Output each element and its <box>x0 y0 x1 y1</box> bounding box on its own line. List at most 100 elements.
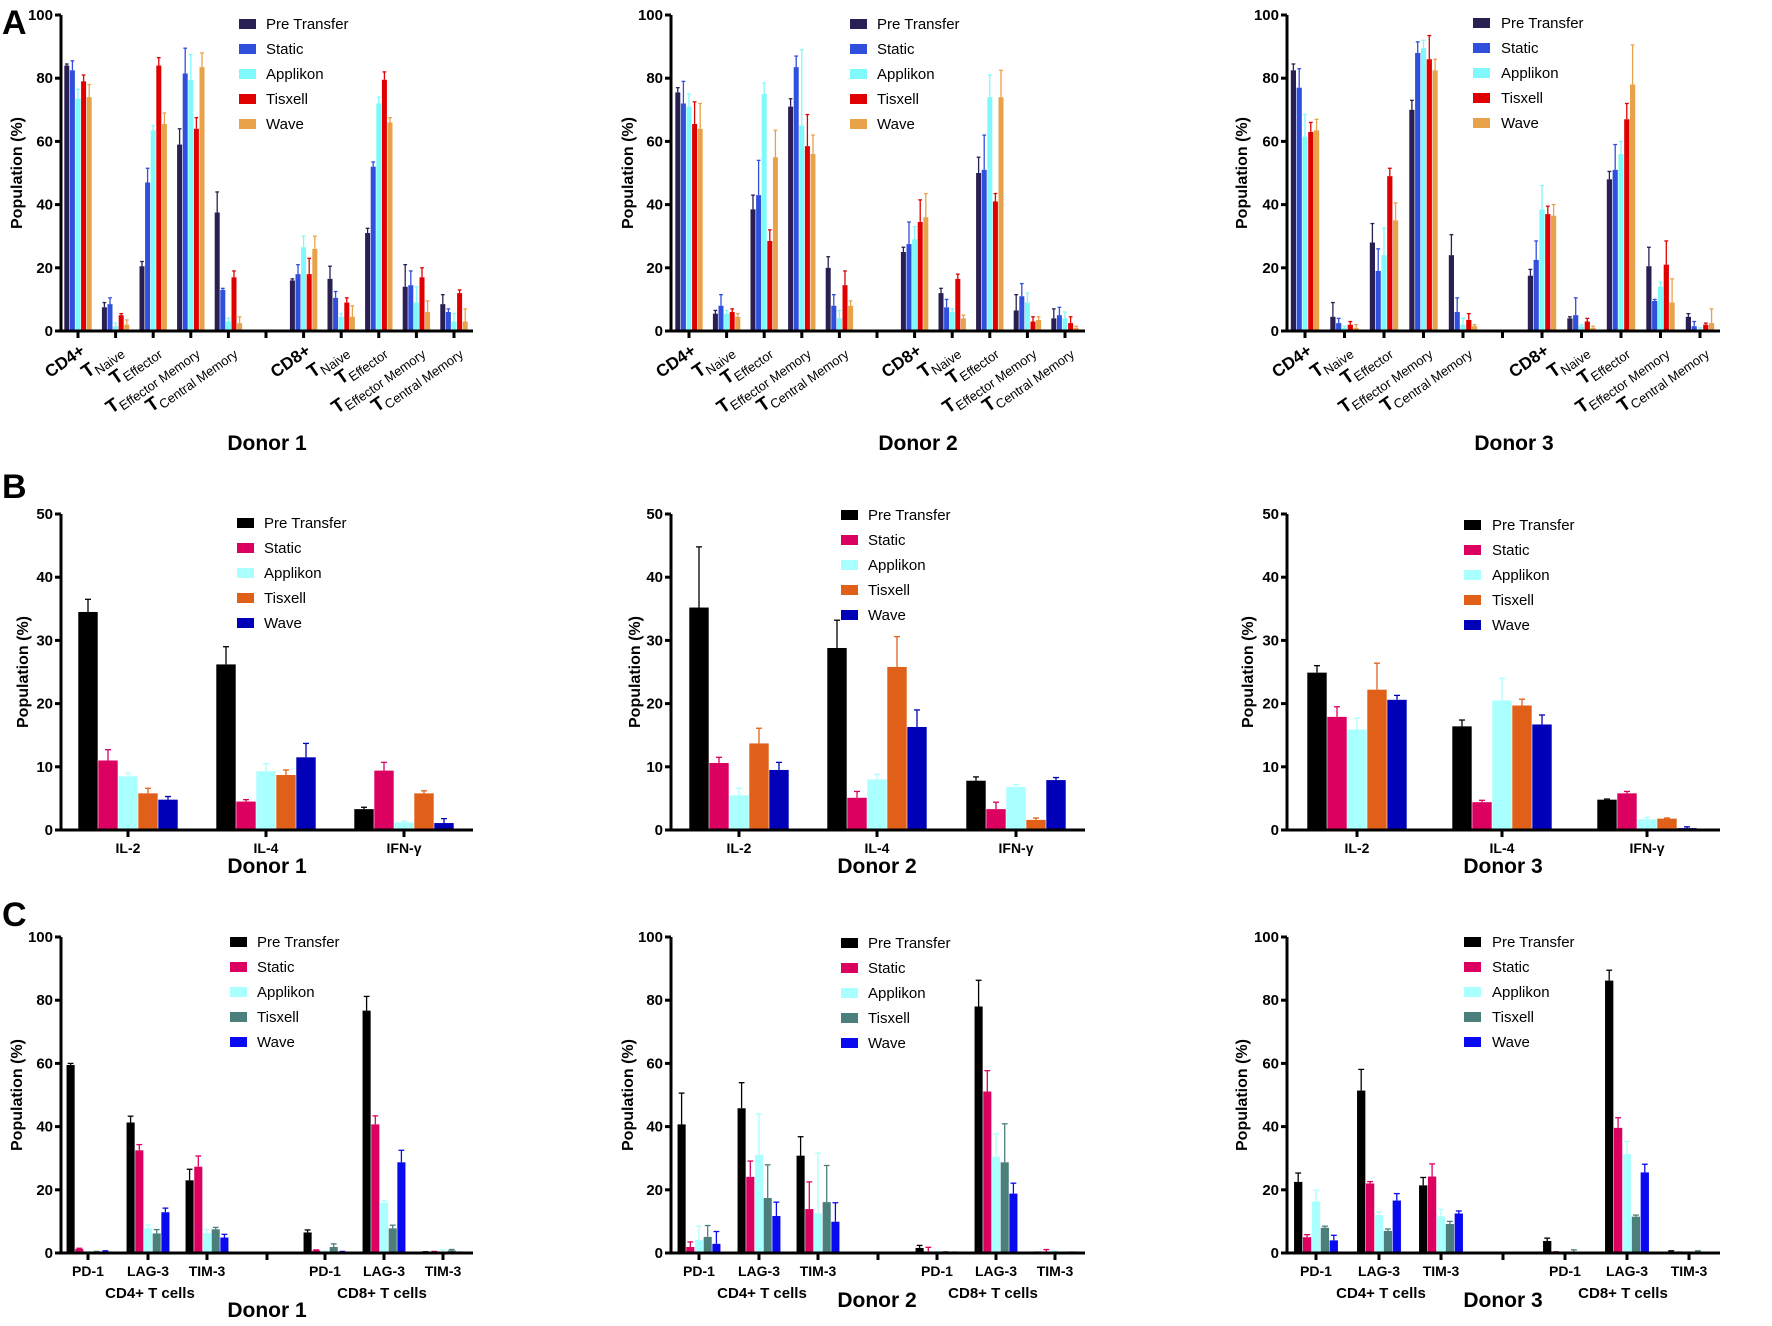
bar <box>1606 179 1612 331</box>
group-label: CD4+ T cells <box>1336 1285 1426 1302</box>
bar <box>955 278 961 331</box>
legend-label: Pre Transfer <box>1492 517 1575 534</box>
bar <box>177 144 183 331</box>
bar <box>1068 323 1074 331</box>
x-tick-label: PD-1 <box>1300 1263 1332 1279</box>
bar <box>69 70 75 332</box>
bar <box>1460 324 1466 331</box>
bar <box>799 125 805 331</box>
bar <box>692 124 698 332</box>
bar <box>737 1108 746 1253</box>
legend-label: Applikon <box>1492 567 1550 584</box>
x-tick-label: IFN-γ <box>1630 840 1665 856</box>
bar <box>915 1247 924 1253</box>
legend: Pre Transfer Static Applikon Tisxell Wave <box>239 16 349 133</box>
bar <box>152 1233 161 1253</box>
legend-swatch <box>1464 595 1481 605</box>
bar <box>694 1240 704 1253</box>
x-tick-label: TIM-3 <box>425 1263 462 1279</box>
bar <box>118 776 138 830</box>
bar <box>193 128 199 331</box>
y-tick-label: 40 <box>646 569 663 586</box>
legend-swatch <box>239 44 256 54</box>
bar <box>712 313 718 331</box>
legend-label: Pre Transfer <box>257 934 340 951</box>
bar <box>1652 300 1658 331</box>
x-tick-label: CD8+ <box>267 341 314 382</box>
legend-label: Wave <box>266 116 304 133</box>
bar <box>761 94 767 331</box>
x-label-main: CD4+ <box>1268 341 1315 382</box>
bar <box>126 1122 135 1253</box>
bar <box>796 1155 805 1253</box>
bar <box>1026 819 1046 830</box>
x-tick-label: PD-1 <box>1549 1263 1581 1279</box>
bar <box>1613 1127 1623 1253</box>
y-tick-label: 80 <box>36 992 53 1009</box>
y-axis-label: Population (%) <box>627 616 644 728</box>
bar <box>686 1246 695 1253</box>
bar <box>848 305 854 331</box>
legend-swatch <box>1464 962 1481 972</box>
legend-swatch <box>1464 620 1481 630</box>
chart-title: Donor 2 <box>878 432 957 455</box>
bar <box>371 1124 380 1253</box>
bar <box>1330 316 1336 331</box>
bar <box>842 285 848 331</box>
y-tick-label: 80 <box>646 992 663 1009</box>
bar <box>1019 296 1025 331</box>
y-tick-label: 100 <box>638 7 663 24</box>
bar <box>408 285 414 331</box>
x-tick-label: PD-1 <box>72 1263 104 1279</box>
legend-label: Wave <box>1492 1034 1530 1051</box>
bar <box>1630 84 1636 332</box>
bar <box>749 743 769 830</box>
y-tick-label: 80 <box>1262 70 1279 87</box>
bar <box>686 106 692 331</box>
bar <box>1311 1201 1321 1253</box>
chart-b-donor-1: 0 10 20 30 40 50 Population (%) IL-2 IL-4 IFN-γ Do… <box>15 506 473 878</box>
legend-swatch <box>850 19 867 29</box>
x-tick-label: IL-4 <box>1490 840 1515 856</box>
bar <box>1669 302 1675 331</box>
bar <box>185 1180 194 1253</box>
bar <box>1663 264 1669 331</box>
bar <box>1374 1215 1384 1253</box>
bar <box>887 666 907 830</box>
bar <box>1624 119 1630 331</box>
bar <box>362 1010 371 1253</box>
bar <box>303 1232 312 1253</box>
bar <box>1294 1181 1303 1253</box>
bar <box>118 315 124 331</box>
bar <box>1387 176 1393 331</box>
legend-swatch <box>841 535 858 545</box>
legend-label: Wave <box>877 116 915 133</box>
bar <box>788 106 794 331</box>
chart-b-donor-2: 0 10 20 30 40 50 Population (%) IL-2 IL-4 IFN-γ Do… <box>627 506 1085 878</box>
bar <box>349 316 355 331</box>
x-label-main: CD8+ <box>1505 341 1552 382</box>
y-tick-label: 0 <box>1271 323 1279 340</box>
bar <box>1415 52 1421 332</box>
legend-swatch <box>1473 18 1490 28</box>
bar <box>158 799 178 830</box>
bar <box>750 209 756 331</box>
x-tick-label: CD4+ <box>652 341 699 382</box>
legend: Pre Transfer Static Applikon Tisxell Wave <box>1464 934 1575 1051</box>
y-axis-label: Population (%) <box>1234 117 1251 229</box>
legend-label: Pre Transfer <box>877 16 960 33</box>
x-tick-label: PD-1 <box>309 1263 341 1279</box>
bar <box>1000 1162 1009 1253</box>
legend-label: Static <box>264 540 302 557</box>
y-tick-label: 0 <box>1271 822 1279 839</box>
bar <box>1367 689 1387 830</box>
group-label: CD8+ T cells <box>337 1285 427 1302</box>
bar <box>831 305 837 331</box>
y-tick-label: 50 <box>36 506 53 523</box>
y-tick-label: 30 <box>646 632 663 649</box>
bar <box>333 297 339 331</box>
y-tick-label: 20 <box>36 260 53 277</box>
bar <box>327 278 333 331</box>
